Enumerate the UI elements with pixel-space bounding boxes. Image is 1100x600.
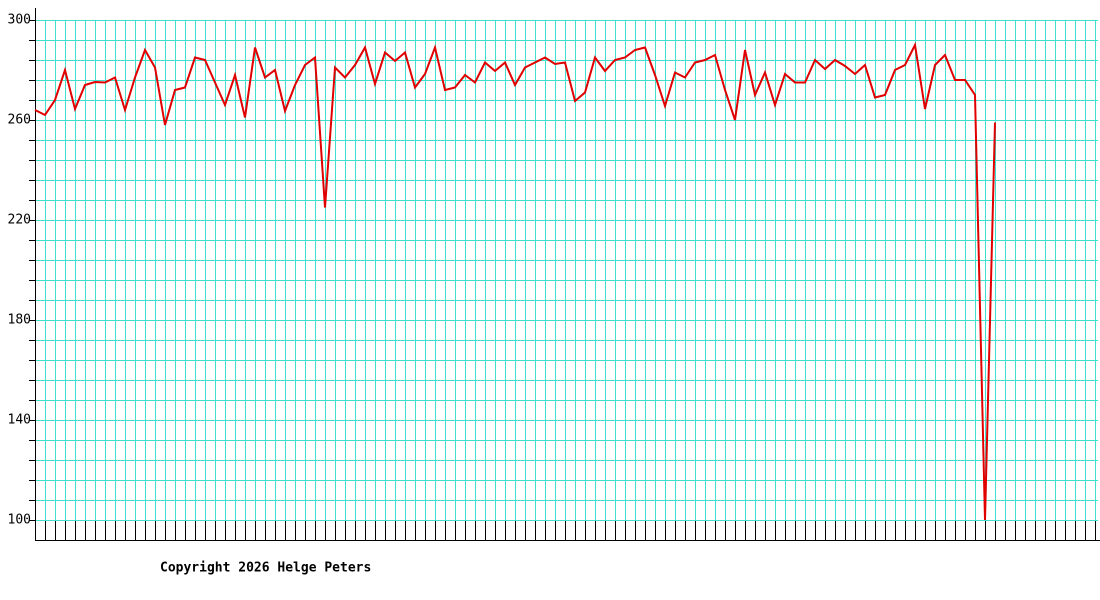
copyright: Copyright 2026 Helge Peters [160, 561, 371, 576]
y-tick-label: 300 [8, 13, 31, 28]
y-tick-label: 180 [8, 313, 31, 328]
y-tick-label: 140 [8, 413, 31, 428]
y-tick-label: 260 [8, 113, 31, 128]
y-tick-label: 100 [8, 513, 31, 528]
y-tick-label: 220 [8, 213, 31, 228]
data-line [34, 41, 996, 521]
